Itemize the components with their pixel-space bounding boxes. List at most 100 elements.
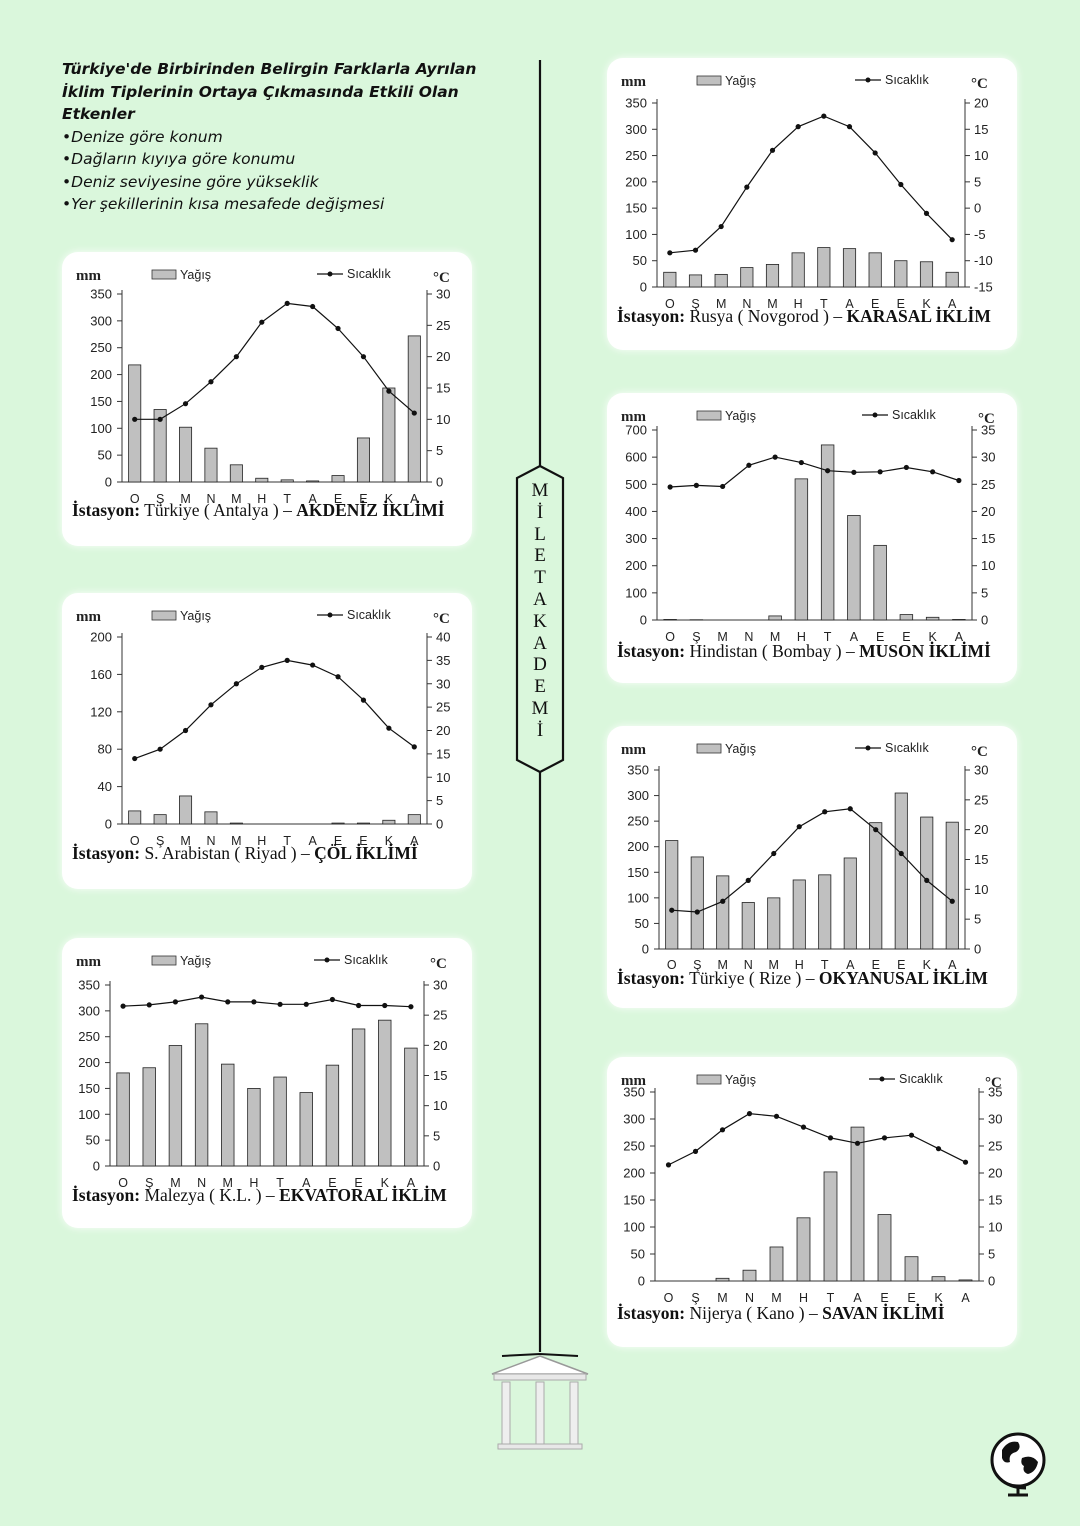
temperature-point <box>411 410 417 416</box>
temperature-point <box>962 1159 969 1165</box>
category-label: T <box>821 958 829 972</box>
caption-label: İstasyon: <box>617 306 686 326</box>
rain-bar <box>382 819 396 825</box>
brand-letter: İ <box>536 501 544 523</box>
right-tick-label: 15 <box>433 1068 447 1083</box>
rain-bar <box>920 816 934 950</box>
category-label: Ş <box>145 1176 153 1190</box>
right-tick-label: 20 <box>433 1038 447 1053</box>
right-tick-label: 25 <box>988 1139 1002 1154</box>
legend-line-dot <box>879 1076 885 1082</box>
left-tick-label: 150 <box>627 865 649 880</box>
right-tick-label: 0 <box>433 1159 440 1174</box>
left-tick-label: 200 <box>623 1166 645 1181</box>
right-tick-label: 15 <box>974 122 988 137</box>
left-tick-label: 50 <box>633 253 647 268</box>
category-label: H <box>797 630 806 644</box>
category-label: E <box>880 1291 888 1305</box>
temperature-point <box>827 1135 834 1141</box>
temperature-point <box>360 697 367 703</box>
category-label: T <box>827 1291 835 1305</box>
category-label: H <box>799 1291 808 1305</box>
chart-card-kano: mm °C Yağış Sıcaklık 0 50 100 150 200 250 300 350 0 5… <box>607 1057 1017 1347</box>
right-tick-label: 5 <box>974 912 981 927</box>
rain-bar <box>894 260 908 288</box>
left-tick-label: 0 <box>640 280 647 295</box>
temperature-point <box>355 1002 362 1009</box>
category-label: N <box>197 1176 206 1190</box>
station-caption: İstasyon: Türkiye ( Rize ) – OKYANUSAL İ… <box>617 968 988 989</box>
temperature-point <box>694 909 700 915</box>
category-label: N <box>206 492 215 506</box>
right-tick-label: 25 <box>974 792 988 807</box>
rain-bar <box>925 616 940 621</box>
right-unit-label: °C <box>433 611 450 627</box>
caption-climate: MUSON İKLİMİ <box>859 641 991 661</box>
right-tick-label: 5 <box>974 174 981 189</box>
right-tick-label: 10 <box>988 1220 1002 1235</box>
rain-bar <box>904 1256 919 1282</box>
rain-bar <box>847 515 861 621</box>
rain-bar <box>817 247 831 288</box>
legend-line-label: Sıcaklık <box>344 953 389 967</box>
right-tick-label: 20 <box>981 504 995 519</box>
category-label: A <box>407 1176 416 1190</box>
rain-bar <box>128 364 142 483</box>
temperature-point <box>693 482 699 488</box>
left-tick-label: 300 <box>625 531 647 546</box>
temperature-point <box>172 999 179 1005</box>
caption-climate: KARASAL İKLİM <box>846 306 991 326</box>
rain-bar <box>273 1076 287 1167</box>
category-label: T <box>283 834 291 848</box>
left-tick-label: 300 <box>623 1112 645 1127</box>
temperature-point <box>846 124 853 130</box>
chart-svg-kano: mm °C Yağış Sıcaklık 0 50 100 150 200 250 300 350 0 5… <box>621 1072 1002 1305</box>
category-label: H <box>249 1176 258 1190</box>
category-label: K <box>922 297 931 311</box>
rain-bar <box>331 822 345 825</box>
category-label: Ş <box>691 297 699 311</box>
rain-bar <box>663 271 677 288</box>
rain-bar <box>869 822 883 950</box>
temperature-point <box>157 416 163 422</box>
legend-line-label: Sıcaklık <box>347 267 392 281</box>
temperature-point <box>277 1001 283 1007</box>
category-label: A <box>410 834 419 848</box>
category-label: Ş <box>693 958 701 972</box>
temperature-line <box>123 996 411 1008</box>
brand-vertical-text: M İ L E T A K A D E M İ <box>520 480 560 742</box>
rain-bar <box>931 1276 946 1282</box>
right-tick-label: 5 <box>981 585 988 600</box>
right-tick-label: 40 <box>436 630 450 645</box>
rain-bar <box>404 1047 418 1167</box>
category-label: T <box>276 1176 284 1190</box>
category-label: N <box>206 834 215 848</box>
rain-bar <box>690 856 704 950</box>
rain-bar <box>255 477 269 483</box>
right-tick-label: 35 <box>436 653 450 668</box>
category-label: M <box>717 630 727 644</box>
caption-climate: OKYANUSAL İKLİM <box>818 968 988 988</box>
left-tick-label: 200 <box>90 630 112 645</box>
brand-letter: E <box>534 545 546 567</box>
category-label: E <box>897 297 905 311</box>
rain-bar <box>378 1019 392 1167</box>
rain-bar <box>767 897 781 950</box>
temperature-point <box>773 1113 780 1119</box>
rain-bar <box>204 447 218 483</box>
right-tick-label: 10 <box>974 882 988 897</box>
right-tick-label: 35 <box>988 1085 1002 1100</box>
left-tick-label: 300 <box>625 122 647 137</box>
category-label: Ş <box>692 630 700 644</box>
category-label: A <box>961 1291 970 1305</box>
left-tick-label: 200 <box>78 1055 100 1070</box>
temperature-point <box>851 469 857 475</box>
rain-bar <box>823 1171 838 1282</box>
temperature-point <box>930 469 936 475</box>
rain-bar <box>899 614 914 621</box>
temperature-point <box>386 725 392 731</box>
category-label: A <box>846 958 855 972</box>
rain-bar <box>765 263 780 288</box>
right-tick-label: 30 <box>981 450 995 465</box>
category-label: M <box>231 834 241 848</box>
